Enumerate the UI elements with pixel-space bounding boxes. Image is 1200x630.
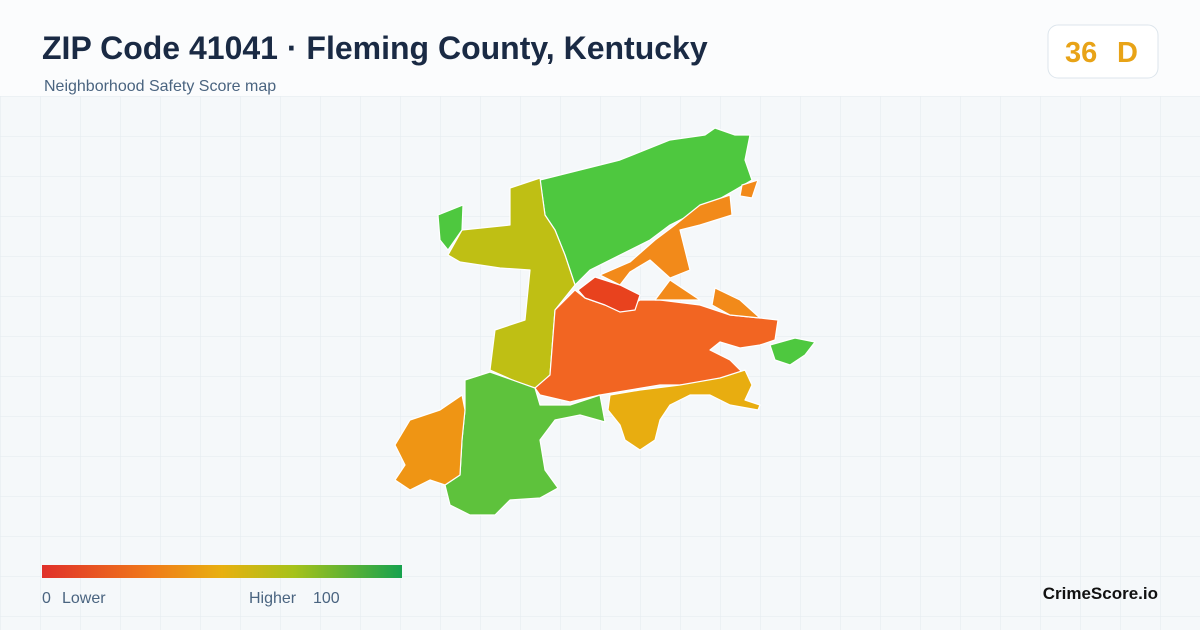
region xyxy=(607,369,761,451)
legend-max-label: Higher xyxy=(249,590,297,607)
region xyxy=(447,177,576,391)
region xyxy=(654,279,701,301)
score-value: 36 xyxy=(1065,37,1097,69)
title: ZIP Code 41041 · Fleming County, Kentuck… xyxy=(42,30,708,66)
legend-scale xyxy=(42,565,402,578)
region xyxy=(534,289,779,403)
region xyxy=(711,287,761,319)
score-grade: D xyxy=(1117,37,1138,69)
region xyxy=(599,194,733,286)
region xyxy=(769,337,816,366)
region xyxy=(577,276,641,313)
region xyxy=(394,394,466,491)
legend-max: 100 xyxy=(313,590,340,607)
score-badge xyxy=(1047,24,1159,79)
region xyxy=(437,204,464,251)
legend-min: 0 xyxy=(42,590,51,607)
legend-min-label: Lower xyxy=(62,590,106,607)
map xyxy=(394,127,816,516)
subtitle: Neighborhood Safety Score map xyxy=(44,78,276,95)
header-band xyxy=(0,0,1200,96)
brand: CrimeScore.io xyxy=(1043,584,1158,603)
region xyxy=(739,179,759,199)
